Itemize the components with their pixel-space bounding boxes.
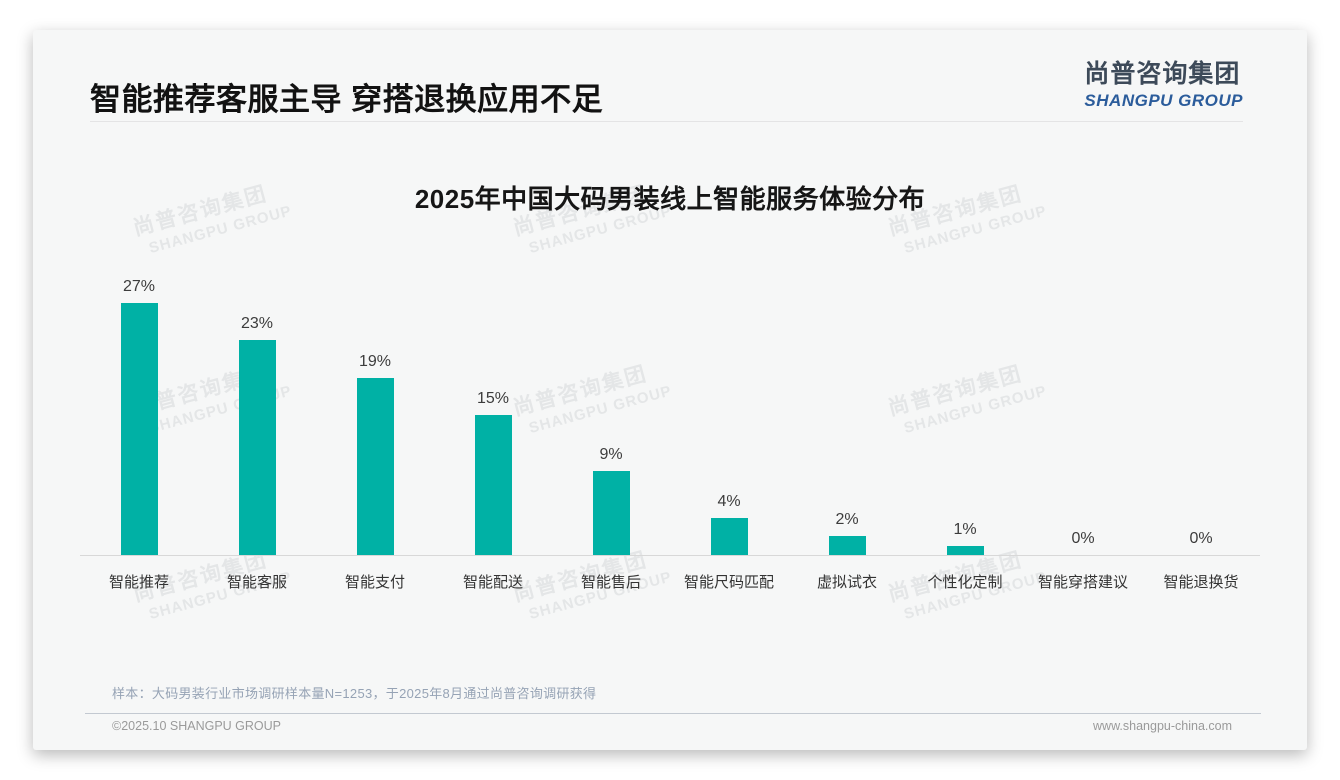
footer-divider xyxy=(85,713,1261,714)
bar-value-label: 2% xyxy=(835,511,859,529)
x-axis-label: 智能退换货 xyxy=(1163,574,1239,591)
bar xyxy=(120,303,158,555)
bar-column: 15% xyxy=(434,270,552,555)
bar-column: 1% xyxy=(906,270,1024,555)
bar xyxy=(238,340,276,555)
logo-chinese-text: 尚普咨询集团 xyxy=(1084,60,1241,88)
x-axis-label: 智能穿搭建议 xyxy=(1037,574,1128,591)
x-axis-label: 智能支付 xyxy=(344,574,405,591)
bar-column: 0% xyxy=(1142,270,1260,555)
bar-column: 2% xyxy=(788,270,906,555)
bar xyxy=(828,536,866,555)
bar-column: 4% xyxy=(670,270,788,555)
bar-column: 0% xyxy=(1024,270,1142,555)
bar-value-label: 9% xyxy=(599,446,623,463)
bar xyxy=(356,377,394,555)
x-axis-label: 个性化定制 xyxy=(927,574,1003,591)
bar-value-label: 1% xyxy=(953,520,977,538)
website-url: www.shangpu-china.com xyxy=(1093,719,1232,733)
bar xyxy=(592,471,630,555)
sample-footnote: 样本：大码男装行业市场调研样本量N=1253，于2025年8月通过尚普咨询调研获… xyxy=(112,686,597,701)
bar-value-label: 27% xyxy=(122,278,156,296)
bar-value-label: 0% xyxy=(1189,530,1213,547)
x-axis-label: 虚拟试衣 xyxy=(816,574,877,591)
bar-value-label: 0% xyxy=(1071,530,1095,547)
bar-column: 27% xyxy=(80,270,198,555)
bar-value-label: 19% xyxy=(358,352,392,370)
bar-column: 9% xyxy=(552,270,670,555)
bar xyxy=(946,545,984,555)
copyright-text: ©2025.10 SHANGPU GROUP xyxy=(112,719,281,733)
page-title: 智能推荐客服主导 穿搭退换应用不足 xyxy=(90,82,604,117)
bar xyxy=(710,517,748,555)
bar xyxy=(474,415,512,555)
title-divider xyxy=(90,121,1243,122)
company-logo: 尚普咨询集团 SHANGPU GROUP xyxy=(1084,54,1243,111)
bar-column: 19% xyxy=(316,270,434,555)
logo-english-text: SHANGPU GROUP xyxy=(1084,91,1243,110)
x-axis-label: 智能售后 xyxy=(580,574,641,591)
x-axis-label: 智能推荐 xyxy=(108,574,169,591)
bar-column: 23% xyxy=(198,270,316,555)
x-axis-label: 智能配送 xyxy=(462,574,523,591)
bar-value-label: 23% xyxy=(240,315,274,333)
x-axis-label: 智能尺码匹配 xyxy=(683,574,774,591)
chart-title: 2025年中国大码男装线上智能服务体验分布 xyxy=(414,184,926,214)
x-axis-label: 智能客服 xyxy=(226,574,287,591)
slide-card: 尚普咨询集团 SHANGPU GROUP 尚普咨询集团 SHANGPU GROUP 尚普… xyxy=(33,30,1307,750)
bar-plot: 27% 23% 19% 15% 9% 4% 2% 1% 0% 0% xyxy=(80,270,1260,556)
bar-value-label: 4% xyxy=(717,492,741,510)
x-axis-labels: 智能推荐 智能客服 智能支付 智能配送 智能售后 智能尺码匹配 虚拟试衣 个性化定制 智能穿搭建… xyxy=(80,557,1260,592)
bar-value-label: 15% xyxy=(476,390,510,408)
